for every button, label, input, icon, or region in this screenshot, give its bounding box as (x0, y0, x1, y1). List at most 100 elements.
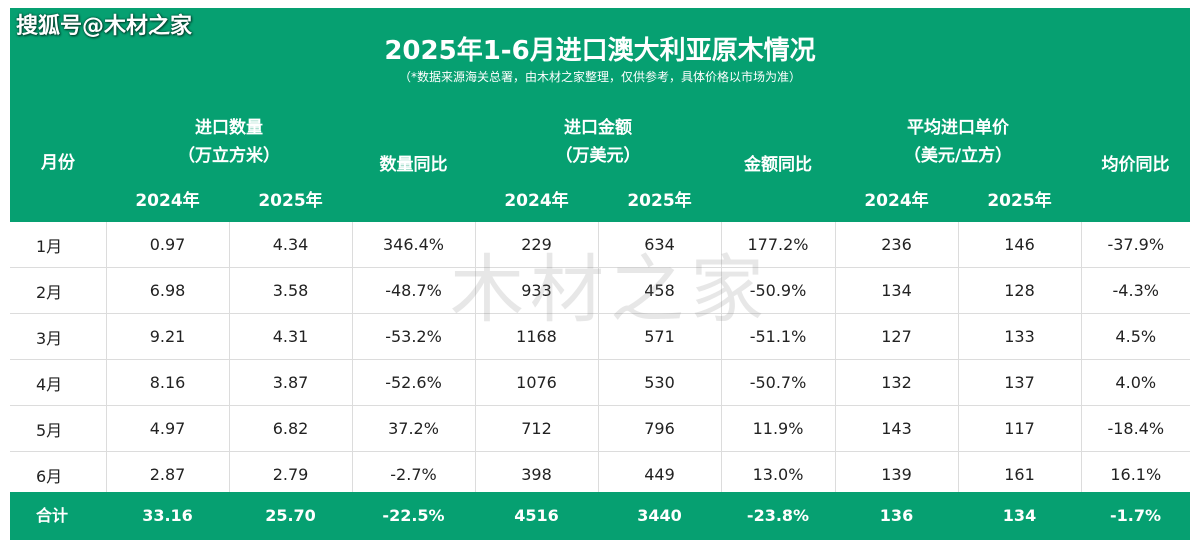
cell-month: 1月 (10, 222, 107, 268)
cell-price-2024: 236 (835, 222, 959, 268)
cell-price-2025: 128 (958, 267, 1082, 314)
center-watermark: 木材之家 (450, 247, 770, 333)
page-title: 2025年1-6月进口澳大利亚原木情况 (384, 36, 816, 66)
source-note: （*数据来源海关总署，由木材之家整理，仅供参考，具体价格以市场为准） (398, 70, 801, 84)
cell-qty-yoy: 37.2% (352, 405, 476, 452)
cell-amt-2025: 458 (598, 267, 722, 314)
cell-amt-2024: 1076 (475, 359, 599, 406)
cell-price-2024: 132 (835, 359, 959, 406)
cell-qty-yoy: 346.4% (352, 222, 476, 268)
cell-qty-2025: 6.82 (229, 405, 353, 452)
cell-month: 6月 (10, 451, 107, 498)
header-amt-yoy: 金额同比 (744, 155, 812, 175)
cell-amt-2025: 634 (598, 222, 722, 268)
report-frame: 2025年1-6月进口澳大利亚原木情况 （*数据来源海关总署，由木材之家整理，仅… (10, 8, 1190, 540)
cell-qty-2024: 8.16 (106, 359, 230, 406)
cell-amt-yoy: 177.2% (721, 222, 836, 268)
header-qty-group: 进口数量 （万立方米） (106, 114, 352, 170)
header-price-yoy: 均价同比 (1101, 155, 1170, 175)
cell-amt-2024: 229 (475, 222, 599, 268)
cell-month: 2月 (10, 267, 107, 314)
source-watermark: 搜狐号@木材之家 (16, 14, 193, 39)
cell-amt-yoy: -50.7% (721, 359, 836, 406)
total-qty-2024: 33.16 (142, 506, 193, 525)
header-amt-unit: （万美元） (555, 146, 641, 166)
table-row: 2月 6.98 3.58 -48.7% 933 458 -50.9% 134 128 -4.3% (10, 267, 1190, 314)
total-price-yoy: -1.7% (1109, 506, 1161, 525)
data-table: 1月 0.97 4.34 346.4% 229 634 177.2% 236 146 -37.9%… (10, 222, 1190, 498)
cell-qty-yoy: -2.7% (352, 451, 476, 498)
header-amt-2024: 2024年 (504, 191, 569, 211)
table-row: 6月 2.87 2.79 -2.7% 398 449 13.0% 139 161 16.1% (10, 451, 1190, 498)
cell-amt-2025: 571 (598, 313, 722, 360)
header-price-2025: 2025年 (987, 191, 1052, 211)
cell-amt-2024: 933 (475, 267, 599, 314)
cell-amt-yoy: 11.9% (721, 405, 836, 452)
total-label: 合计 (36, 506, 69, 525)
cell-amt-2024: 712 (475, 405, 599, 452)
cell-price-2024: 134 (835, 267, 959, 314)
header-qty-yoy: 数量同比 (379, 155, 448, 175)
cell-price-yoy: 16.1% (1081, 451, 1190, 498)
cell-price-2025: 133 (958, 313, 1082, 360)
header-qty-title: 进口数量 (195, 118, 263, 138)
total-qty-2025: 25.70 (265, 506, 316, 525)
cell-amt-2025: 530 (598, 359, 722, 406)
cell-amt-2024: 398 (475, 451, 599, 498)
cell-qty-2024: 4.97 (106, 405, 230, 452)
table-row: 3月 9.21 4.31 -53.2% 1168 571 -51.1% 127 133 4.5% (10, 313, 1190, 360)
cell-price-yoy: -37.9% (1081, 222, 1190, 268)
cell-price-2025: 117 (958, 405, 1082, 452)
total-amt-2024: 4516 (514, 506, 559, 525)
cell-qty-yoy: -52.6% (352, 359, 476, 406)
table-row: 1月 0.97 4.34 346.4% 229 634 177.2% 236 146 -37.9% (10, 222, 1190, 268)
header-price-title: 平均进口单价 (907, 118, 1009, 138)
cell-qty-2025: 3.87 (229, 359, 353, 406)
cell-month: 5月 (10, 405, 107, 452)
header-qty-2025: 2025年 (258, 191, 323, 211)
cell-qty-2025: 2.79 (229, 451, 353, 498)
total-price-2025: 134 (1002, 506, 1037, 525)
cell-price-2024: 143 (835, 405, 959, 452)
cell-qty-2024: 9.21 (106, 313, 230, 360)
header-qty-2024: 2024年 (135, 191, 200, 211)
cell-amt-yoy: -51.1% (721, 313, 836, 360)
cell-price-2024: 139 (835, 451, 959, 498)
total-amt-yoy: -23.8% (746, 506, 810, 525)
table-header: 2025年1-6月进口澳大利亚原木情况 （*数据来源海关总署，由木材之家整理，仅… (10, 8, 1190, 222)
total-amt-2025: 3440 (637, 506, 682, 525)
header-qty-unit: （万立方米） (178, 146, 280, 166)
header-price-unit: （美元/立方） (903, 146, 1013, 166)
table-row: 4月 8.16 3.87 -52.6% 1076 530 -50.7% 132 137 4.0% (10, 359, 1190, 406)
total-price-2024: 136 (879, 506, 914, 525)
cell-price-2025: 161 (958, 451, 1082, 498)
cell-qty-yoy: -53.2% (352, 313, 476, 360)
header-amt-2025: 2025年 (627, 191, 692, 211)
header-month: 月份 (41, 153, 75, 173)
header-amt-title: 进口金额 (564, 118, 632, 138)
cell-price-yoy: 4.0% (1081, 359, 1190, 406)
header-amt-group: 进口金额 （万美元） (475, 114, 721, 170)
cell-qty-2025: 4.34 (229, 222, 353, 268)
cell-qty-2024: 6.98 (106, 267, 230, 314)
cell-qty-2024: 2.87 (106, 451, 230, 498)
cell-amt-2025: 449 (598, 451, 722, 498)
cell-month: 3月 (10, 313, 107, 360)
cell-price-2024: 127 (835, 313, 959, 360)
cell-qty-2025: 3.58 (229, 267, 353, 314)
cell-amt-yoy: 13.0% (721, 451, 836, 498)
cell-amt-yoy: -50.9% (721, 267, 836, 314)
header-price-group: 平均进口单价 （美元/立方） (835, 114, 1081, 170)
cell-qty-yoy: -48.7% (352, 267, 476, 314)
cell-month: 4月 (10, 359, 107, 406)
cell-amt-2024: 1168 (475, 313, 599, 360)
cell-price-2025: 146 (958, 222, 1082, 268)
cell-qty-2025: 4.31 (229, 313, 353, 360)
cell-amt-2025: 796 (598, 405, 722, 452)
table-row: 5月 4.97 6.82 37.2% 712 796 11.9% 143 117 -18.4% (10, 405, 1190, 452)
cell-price-yoy: 4.5% (1081, 313, 1190, 360)
total-row: 合计 33.16 25.70 -22.5% 4516 3440 -23.8% 1… (10, 492, 1190, 540)
cell-price-yoy: -4.3% (1081, 267, 1190, 314)
cell-qty-2024: 0.97 (106, 222, 230, 268)
total-qty-yoy: -22.5% (382, 506, 445, 525)
